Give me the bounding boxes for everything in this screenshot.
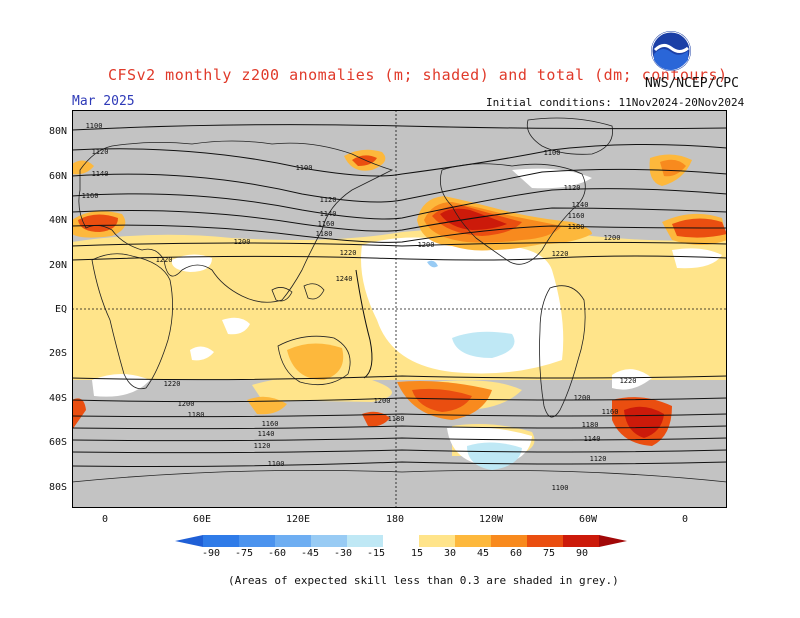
lon-label: 120W — [478, 514, 504, 525]
contour-label: 1200 — [574, 394, 591, 402]
colorbar-swatch — [203, 535, 240, 547]
contour-label: 1200 — [178, 400, 195, 408]
contour-label: 1200 — [604, 234, 621, 242]
noaa-logo — [651, 31, 691, 71]
agency-label: NWS/NCEP/CPC — [645, 76, 739, 91]
colorbar-swatch — [383, 535, 420, 547]
figure-title: CFSv2 monthly z200 anomalies (m; shaded)… — [108, 66, 728, 84]
lat-label: 40N — [48, 215, 67, 226]
contour-label: 1160 — [568, 212, 585, 220]
lat-label: 40S — [48, 393, 67, 404]
contour-label: 1140 — [258, 430, 275, 438]
contour-label: 1160 — [262, 420, 279, 428]
lat-label: 80S — [48, 482, 67, 493]
contour-label: 1200 — [418, 241, 435, 249]
colorbar-label: -15 — [366, 548, 386, 559]
contour-label: 1180 — [388, 415, 405, 423]
lon-label: 0 — [101, 514, 109, 525]
lon-label: 0 — [681, 514, 689, 525]
colorbar-label: -30 — [333, 548, 353, 559]
contour-label: 1240 — [336, 275, 353, 283]
anomaly-map: 1100 1120 1140 1160 1100 1120 1140 1160 … — [72, 110, 727, 508]
neg-anom-central-pacific — [452, 331, 515, 358]
colorbar-swatch — [311, 535, 348, 547]
colorbar-label: -60 — [267, 548, 287, 559]
contour-1240 — [355, 269, 373, 379]
colorbar-swatch — [527, 535, 564, 547]
contour-label: 1180 — [568, 223, 585, 231]
contour-label: 1160 — [318, 220, 335, 228]
colorbar-arrow-right — [599, 535, 627, 547]
colorbar-label: -75 — [234, 548, 254, 559]
colorbar-label: 15 — [410, 548, 424, 559]
colorbar-label: 90 — [575, 548, 589, 559]
contour-label: 1120 — [254, 442, 271, 450]
colorbar-swatch — [239, 535, 276, 547]
contour-label: 1180 — [316, 230, 333, 238]
contour-label: 1220 — [156, 256, 173, 264]
colorbar-swatch — [347, 535, 384, 547]
contour-label: 1160 — [82, 192, 99, 200]
lat-label: 60S — [48, 437, 67, 448]
colorbar-label: 30 — [443, 548, 457, 559]
contour-label: 1120 — [564, 184, 581, 192]
contour-label: 1100 — [544, 149, 561, 157]
contour-label: 1140 — [572, 201, 589, 209]
contour-label: 1200 — [234, 238, 251, 246]
contour-label: 1100 — [552, 484, 569, 492]
colorbar-label: -45 — [300, 548, 320, 559]
contour-label: 1140 — [320, 210, 337, 218]
colorbar — [175, 535, 627, 547]
contour-label: 1140 — [584, 435, 601, 443]
lat-label: 20S — [48, 348, 67, 359]
contour-label: 1220 — [340, 249, 357, 257]
contour-label: 1100 — [86, 122, 103, 130]
contour-label: 1200 — [374, 397, 391, 405]
colorbar-label: 75 — [542, 548, 556, 559]
contour-label: 1100 — [296, 164, 313, 172]
colorbar-swatch — [491, 535, 528, 547]
contour-label: 1220 — [552, 250, 569, 258]
contour-label: 1220 — [164, 380, 181, 388]
lon-label: 120E — [285, 514, 311, 525]
contour-label: 1100 — [268, 460, 285, 468]
lat-label: 80N — [48, 126, 67, 137]
coastlines — [72, 117, 727, 483]
contour-label: 1120 — [590, 455, 607, 463]
contour-label: 1180 — [582, 421, 599, 429]
lon-label: 60E — [192, 514, 212, 525]
lat-label: 60N — [48, 171, 67, 182]
colorbar-label: 60 — [509, 548, 523, 559]
contour-label: 1220 — [620, 377, 637, 385]
z200-contours — [72, 124, 727, 467]
colorbar-swatch — [275, 535, 312, 547]
colorbar-swatch — [419, 535, 456, 547]
lon-label: 180 — [385, 514, 405, 525]
grey-skill-north — [72, 110, 727, 242]
contour-label: 1120 — [320, 196, 337, 204]
colorbar-arrow-left — [175, 535, 203, 547]
skill-note: (Areas of expected skill less than 0.3 a… — [228, 574, 619, 587]
initial-conditions: Initial conditions: 11Nov2024-20Nov2024 — [486, 96, 745, 109]
pos-anom-australia — [287, 343, 344, 380]
colorbar-swatch — [455, 535, 492, 547]
colorbar-labels: -90 -75 -60 -45 -30 -15 15 30 45 60 75 9… — [0, 548, 800, 562]
valid-month: Mar 2025 — [72, 94, 135, 109]
contour-label: 1120 — [92, 148, 109, 156]
lat-label: EQ — [54, 304, 67, 315]
lat-label: 20N — [48, 260, 67, 271]
colorbar-swatch — [563, 535, 600, 547]
contour-label: 1140 — [92, 170, 109, 178]
colorbar-label: 45 — [476, 548, 490, 559]
contour-label: 1180 — [188, 411, 205, 419]
colorbar-label: -90 — [201, 548, 221, 559]
contour-label: 1160 — [602, 408, 619, 416]
lon-label: 60W — [578, 514, 598, 525]
map-frame — [72, 110, 727, 508]
